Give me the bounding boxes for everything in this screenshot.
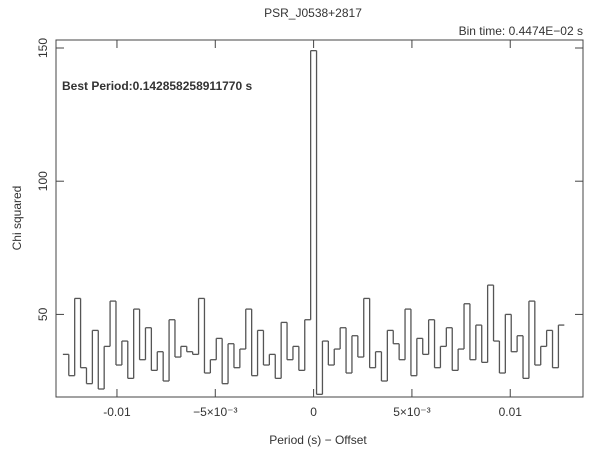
- bin-time: Bin time: 0.4474E−02 s: [459, 24, 583, 38]
- x-axis-label: Period (s) − Offset: [269, 433, 367, 447]
- y-tick-label: 50: [36, 307, 50, 321]
- x-tick-label: 0: [310, 405, 317, 419]
- chart-title: PSR_J0538+2817: [264, 6, 362, 20]
- plot-frame: [55, 39, 584, 398]
- x-tick-label: -0.01: [103, 405, 131, 419]
- x-tick-label: 0.01: [499, 405, 523, 419]
- x-tick-label: −5×10⁻³: [193, 405, 237, 419]
- best-period: Best Period:0.142858258911770 s: [62, 79, 252, 93]
- step-riser: [68, 50, 560, 395]
- x-tick-label: 5×10⁻³: [393, 405, 430, 419]
- y-axis-label: Chi squared: [10, 186, 24, 251]
- y-tick-label: 100: [36, 171, 50, 191]
- y-tick-label: 150: [36, 38, 50, 58]
